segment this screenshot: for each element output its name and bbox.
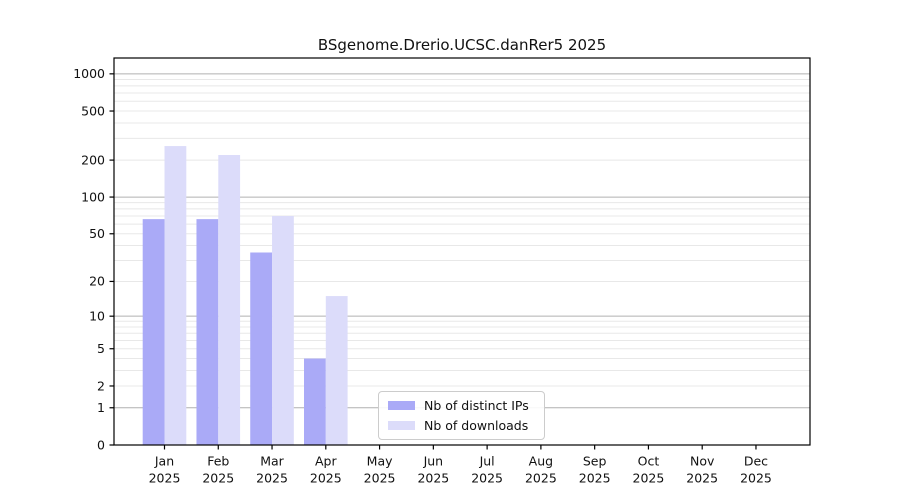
- bar-distinct-ips-mar: [250, 252, 273, 445]
- x-tick-label-month: Oct: [638, 454, 660, 469]
- x-tick-label-year: 2025: [202, 471, 234, 486]
- legend-label-downloads: Nb of downloads: [424, 418, 529, 433]
- x-tick-label-month: Jan: [154, 454, 174, 469]
- y-tick-label: 10: [89, 308, 105, 323]
- bar-downloads-apr: [325, 296, 348, 445]
- bar-downloads-mar: [272, 215, 294, 445]
- y-tick-label: 2: [97, 378, 105, 393]
- x-tick-label-month: Jul: [479, 454, 495, 469]
- x-tick-label-month: Feb: [207, 454, 229, 469]
- x-tick-label-year: 2025: [364, 471, 396, 486]
- x-tick-label-month: Aug: [529, 454, 553, 469]
- legend: Nb of distinct IPs Nb of downloads: [378, 391, 545, 440]
- legend-item-distinct-ips: Nb of distinct IPs: [388, 398, 535, 413]
- bar-downloads-feb: [218, 154, 241, 446]
- bar-distinct-ips-feb: [196, 219, 219, 445]
- legend-item-downloads: Nb of downloads: [388, 418, 535, 433]
- x-tick-label-month: Dec: [744, 454, 768, 469]
- legend-swatch-downloads: [388, 421, 415, 430]
- x-tick-label-year: 2025: [740, 471, 772, 486]
- x-tick-label-year: 2025: [686, 471, 718, 486]
- bar-downloads-jan: [164, 146, 187, 445]
- bar-distinct-ips-jan: [142, 219, 165, 445]
- y-tick-label: 0: [97, 437, 105, 452]
- bar-distinct-ips-apr: [304, 358, 326, 445]
- x-tick-label-month: Apr: [315, 454, 337, 469]
- x-tick-label-year: 2025: [471, 471, 503, 486]
- y-tick-label: 100: [81, 189, 105, 204]
- x-tick-label-year: 2025: [149, 471, 181, 486]
- y-tick-label: 500: [81, 103, 105, 118]
- x-tick-label-month: Jun: [423, 454, 444, 469]
- x-tick-label-month: Sep: [583, 454, 607, 469]
- x-tick-label-year: 2025: [579, 471, 611, 486]
- y-tick-label: 200: [81, 152, 105, 167]
- x-tick-label-year: 2025: [310, 471, 342, 486]
- chart-title: BSgenome.Drerio.UCSC.danRer5 2025: [317, 36, 607, 54]
- y-tick-label: 20: [89, 274, 105, 289]
- x-tick-label-year: 2025: [417, 471, 449, 486]
- x-tick-label-month: May: [367, 454, 393, 469]
- x-tick-label-year: 2025: [633, 471, 665, 486]
- y-tick-label: 1: [97, 400, 105, 415]
- y-tick-label: 1000: [73, 66, 105, 81]
- legend-label-distinct-ips: Nb of distinct IPs: [424, 398, 529, 413]
- x-tick-label-month: Mar: [260, 454, 284, 469]
- x-tick-label-year: 2025: [256, 471, 288, 486]
- plot-border: [113, 57, 811, 446]
- y-tick-label: 5: [97, 341, 105, 356]
- x-tick-label-year: 2025: [525, 471, 557, 486]
- legend-swatch-distinct-ips: [388, 401, 415, 410]
- y-tick-label: 50: [89, 226, 105, 241]
- x-tick-label-month: Nov: [690, 454, 715, 469]
